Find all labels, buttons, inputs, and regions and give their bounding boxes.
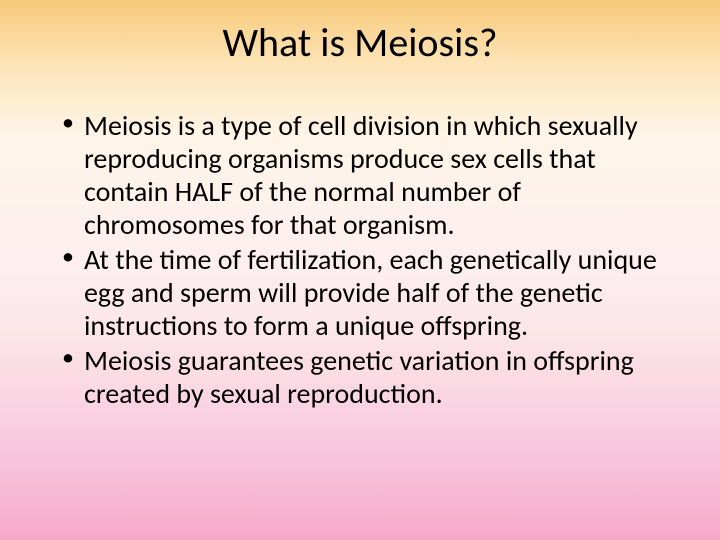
bullet-list: Meiosis is a type of cell division in wh…	[60, 109, 660, 410]
list-item: Meiosis guarantees genetic variation in …	[60, 344, 660, 410]
bullet-text: Meiosis guarantees genetic variation in …	[84, 343, 634, 411]
slide-title: What is Meiosis?	[60, 18, 660, 67]
list-item: Meiosis is a type of cell division in wh…	[60, 109, 660, 241]
bullet-text: At the time of fertilization, each genet…	[84, 242, 657, 343]
list-item: At the time of fertilization, each genet…	[60, 243, 660, 342]
bullet-text: Meiosis is a type of cell division in wh…	[84, 108, 638, 242]
slide: What is Meiosis? Meiosis is a type of ce…	[0, 0, 720, 540]
slide-body: Meiosis is a type of cell division in wh…	[60, 109, 660, 410]
